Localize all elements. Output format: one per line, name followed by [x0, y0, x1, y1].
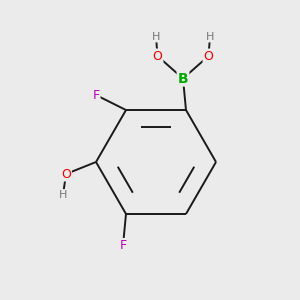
Text: F: F — [119, 239, 127, 252]
Text: F: F — [92, 88, 100, 101]
Text: O: O — [61, 167, 71, 181]
Text: H: H — [59, 190, 67, 200]
Text: B: B — [178, 71, 188, 85]
Text: H: H — [152, 32, 160, 41]
Text: H: H — [206, 32, 214, 41]
Text: O: O — [153, 50, 162, 62]
Text: O: O — [204, 50, 213, 62]
